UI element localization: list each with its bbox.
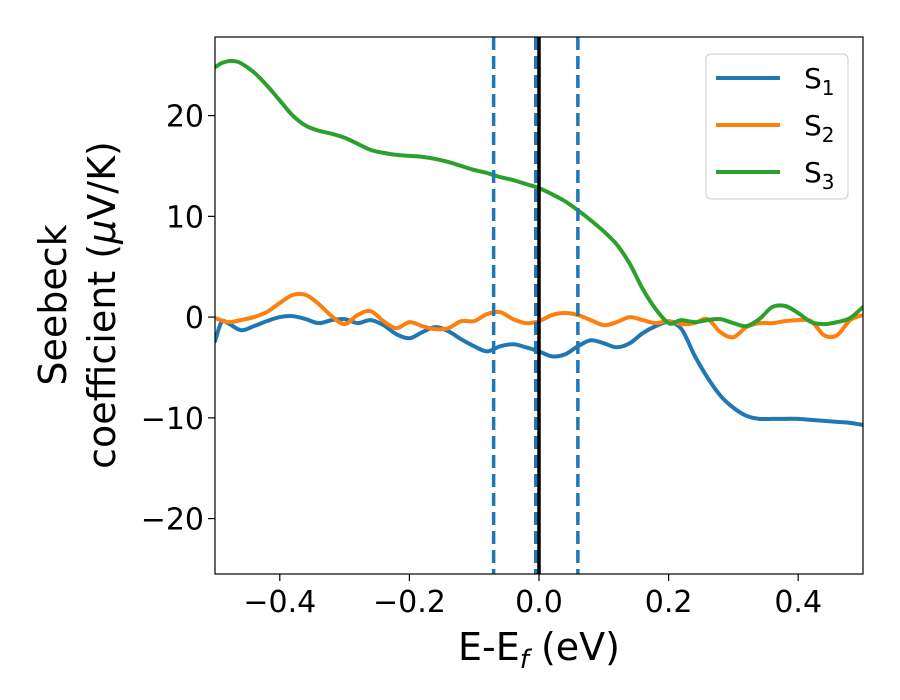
y-axis-title-line1: Seebeck <box>31 224 75 385</box>
legend-label-s3: S3 <box>804 156 835 194</box>
x-axis-title-unit: (eV) <box>529 625 620 669</box>
series-line-s3 <box>215 58 863 329</box>
x-tick-label: −0.2 <box>373 585 446 620</box>
y-tick-label: −20 <box>141 503 204 538</box>
legend-label-s1: S1 <box>804 62 835 100</box>
y-axis-title-coef: coefficient ( <box>80 244 124 469</box>
y-tick-label: 20 <box>166 100 204 135</box>
x-tick-label: 0.4 <box>774 585 822 620</box>
x-axis-title: E-Ef (eV) <box>458 625 620 675</box>
y-axis-title-line2: coefficient (μV/K) <box>80 141 124 469</box>
y-axis-title-mu: μ <box>80 220 124 245</box>
y-tick-label: −10 <box>141 402 204 437</box>
y-axis-title-unit: V/K) <box>80 141 124 220</box>
legend: S1 S2 S3 <box>705 53 849 200</box>
x-tick-label: 0.2 <box>645 585 693 620</box>
legend-label-s2: S2 <box>804 109 835 147</box>
x-tick-label: −0.4 <box>243 585 316 620</box>
y-tick-label: 10 <box>166 200 204 235</box>
series-line-s1 <box>215 313 863 427</box>
x-axis-title-main: E-E <box>458 625 520 669</box>
y-tick-label: 0 <box>185 301 204 336</box>
x-tick-label: 0.0 <box>515 585 563 620</box>
